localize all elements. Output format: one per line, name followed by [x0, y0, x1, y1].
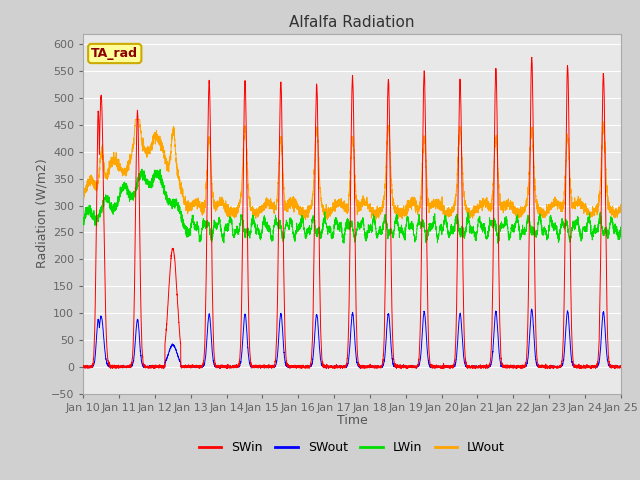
SWout: [176, 359, 184, 365]
LWin: [503, 220, 511, 226]
SWout: [332, 362, 340, 368]
LWout: [131, 117, 139, 122]
SWin: [79, 363, 87, 369]
LWout: [616, 208, 624, 214]
SWout: [616, 364, 624, 370]
SWout: [86, 365, 94, 371]
LWout: [176, 177, 184, 183]
LWin: [443, 224, 451, 229]
LWout: [503, 197, 511, 203]
LWin: [332, 215, 340, 220]
SWin: [443, 364, 451, 370]
LWin: [176, 208, 184, 214]
SWout: [617, 364, 625, 370]
SWin: [472, 364, 480, 370]
Line: LWout: LWout: [83, 120, 621, 222]
LWin: [340, 240, 348, 246]
SWout: [443, 364, 451, 370]
SWout: [79, 364, 87, 370]
Y-axis label: Radiation (W/m2): Radiation (W/m2): [35, 159, 48, 268]
LWin: [79, 215, 87, 220]
LWin: [616, 231, 624, 237]
SWout: [503, 363, 511, 369]
Line: SWin: SWin: [83, 57, 621, 368]
SWin: [617, 364, 625, 370]
LWout: [372, 219, 380, 225]
SWin: [176, 334, 184, 340]
SWout: [472, 364, 480, 370]
LWout: [473, 204, 481, 210]
LWin: [617, 228, 625, 234]
Line: LWin: LWin: [83, 169, 621, 243]
LWin: [138, 166, 145, 172]
Title: Alfalfa Radiation: Alfalfa Radiation: [289, 15, 415, 30]
LWout: [332, 199, 340, 205]
X-axis label: Time: Time: [337, 414, 367, 427]
Text: TA_rad: TA_rad: [92, 47, 138, 60]
SWin: [616, 363, 624, 369]
SWin: [528, 54, 536, 60]
Legend: SWin, SWout, LWin, LWout: SWin, SWout, LWin, LWout: [194, 436, 510, 459]
SWin: [332, 363, 340, 369]
Line: SWout: SWout: [83, 309, 621, 368]
LWout: [443, 212, 451, 218]
LWin: [473, 232, 481, 238]
SWin: [109, 365, 116, 371]
SWin: [503, 363, 511, 369]
LWout: [79, 192, 87, 197]
SWout: [528, 306, 536, 312]
LWout: [617, 206, 625, 212]
